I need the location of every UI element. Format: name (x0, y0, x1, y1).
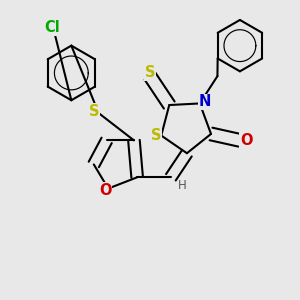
Text: H: H (178, 179, 187, 192)
Text: S: S (88, 104, 99, 119)
Text: O: O (99, 183, 111, 198)
Text: S: S (151, 128, 162, 143)
Text: N: N (198, 94, 211, 109)
Text: Cl: Cl (44, 20, 60, 35)
Text: O: O (240, 133, 253, 148)
Text: S: S (145, 65, 155, 80)
